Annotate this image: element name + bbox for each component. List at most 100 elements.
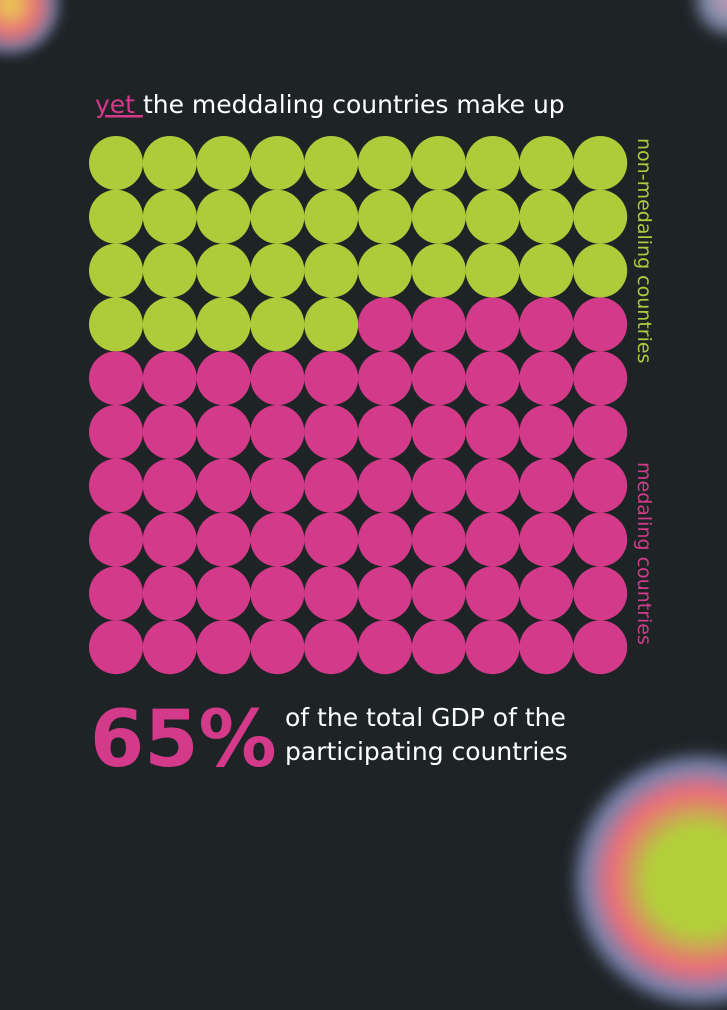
waffle-dot: [250, 136, 305, 190]
waffle-dot: [142, 136, 197, 190]
waffle-dot: [465, 405, 520, 459]
waffle-dot: [573, 136, 628, 190]
waffle-dot: [573, 243, 628, 298]
waffle-dot: [196, 512, 251, 567]
waffle-dot: [573, 405, 628, 459]
waffle-dot: [358, 136, 412, 190]
waffle-dot: [519, 458, 574, 513]
waffle-dot: [573, 458, 628, 513]
waffle-dot: [411, 512, 466, 567]
waffle-dot: [519, 566, 574, 621]
waffle-dot: [465, 243, 520, 298]
waffle-dot: [89, 458, 143, 513]
waffle-dot: [142, 189, 197, 244]
waffle-dot: [142, 566, 197, 621]
waffle-dot: [519, 620, 574, 675]
caption-line: of the total GDP of the: [285, 703, 566, 732]
caption-line: participating countries: [285, 737, 568, 766]
waffle-dot: [196, 566, 251, 621]
waffle-dot: [573, 566, 628, 621]
waffle-dot: [358, 243, 412, 298]
waffle-dot: [411, 620, 466, 675]
waffle-dot: [519, 189, 574, 244]
waffle-dot: [89, 566, 143, 621]
waffle-dot: [519, 136, 574, 190]
title-prefix-space: [135, 90, 143, 119]
waffle-dot: [304, 351, 359, 406]
waffle-dot: [196, 243, 251, 298]
waffle-dot: [89, 243, 143, 298]
series-label: medaling countries: [633, 462, 655, 645]
title-prefix: yet: [95, 90, 135, 119]
waffle-dot: [142, 351, 197, 406]
waffle-dot: [519, 297, 574, 352]
waffle-dot: [250, 243, 305, 298]
title-text: the meddaling countries make up: [143, 90, 565, 119]
waffle-dot: [196, 136, 251, 190]
waffle-dot: [304, 566, 359, 621]
waffle-dot: [465, 136, 520, 190]
waffle-dot: [250, 566, 305, 621]
waffle-dot: [196, 297, 251, 352]
waffle-dot: [89, 297, 143, 352]
waffle-dot: [358, 620, 412, 675]
waffle-dot: [411, 351, 466, 406]
waffle-dot: [196, 458, 251, 513]
waffle-dot: [411, 297, 466, 352]
waffle-dot: [250, 512, 305, 567]
waffle-dot: [89, 189, 143, 244]
waffle-dot: [304, 405, 359, 459]
chart: yet the meddaling countries make up non-…: [89, 90, 655, 785]
waffle-dot: [142, 458, 197, 513]
waffle-dot: [142, 512, 197, 567]
waffle-dot: [519, 351, 574, 406]
waffle-dot: [465, 458, 520, 513]
waffle-dot: [196, 351, 251, 406]
waffle-dot: [142, 243, 197, 298]
waffle-dot: [358, 512, 412, 567]
waffle-dot: [196, 405, 251, 459]
waffle-dot: [358, 189, 412, 244]
waffle-dot: [89, 512, 143, 567]
waffle-dot: [304, 512, 359, 567]
waffle-dot: [465, 297, 520, 352]
waffle-dot: [250, 189, 305, 244]
waffle-dot: [519, 243, 574, 298]
waffle-dot: [250, 620, 305, 675]
waffle-dot: [358, 566, 412, 621]
waffle-dot: [358, 351, 412, 406]
waffle-dot: [304, 136, 359, 190]
waffle-dot: [89, 351, 143, 406]
waffle-dot: [411, 189, 466, 244]
waffle-dot: [573, 351, 628, 406]
waffle-dot: [358, 405, 412, 459]
waffle-dot: [573, 297, 628, 352]
waffle-dot: [196, 189, 251, 244]
waffle-dot: [573, 512, 628, 567]
waffle-dot: [142, 297, 197, 352]
waffle-dot: [411, 566, 466, 621]
waffle-dot: [465, 351, 520, 406]
waffle-dot: [411, 405, 466, 459]
waffle-dot: [573, 189, 628, 244]
waffle-dot: [250, 351, 305, 406]
chart-title: yet the meddaling countries make up: [95, 90, 565, 119]
waffle-dot: [411, 458, 466, 513]
waffle-dot: [519, 512, 574, 567]
waffle-dot: [89, 136, 143, 190]
waffle-dot: [465, 512, 520, 567]
waffle-dot: [304, 620, 359, 675]
waffle-dot: [573, 620, 628, 675]
waffle-dot: [358, 297, 412, 352]
series-label: non-medaling countries: [633, 138, 655, 363]
waffle-dot: [196, 620, 251, 675]
waffle-dot: [304, 243, 359, 298]
waffle-dot: [465, 566, 520, 621]
waffle-dot: [250, 405, 305, 459]
waffle-dot: [304, 458, 359, 513]
waffle-dot: [142, 405, 197, 459]
waffle-dot: [250, 297, 305, 352]
waffle-dot: [519, 405, 574, 459]
waffle-dot: [304, 189, 359, 244]
